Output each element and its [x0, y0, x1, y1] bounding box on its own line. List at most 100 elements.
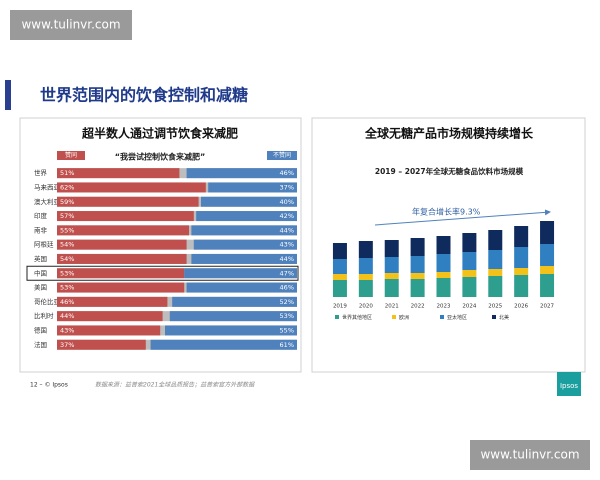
- category-label: 印度: [34, 211, 48, 220]
- bar-segment: [462, 252, 477, 270]
- category-label: 马来西亚: [34, 183, 61, 191]
- bar-disagree: [186, 168, 297, 179]
- bar-disagree: [184, 268, 297, 279]
- x-tick-label: 2019: [333, 304, 347, 310]
- bar-segment: [384, 273, 399, 279]
- category-label: 阿根廷: [34, 240, 54, 249]
- value-label: 53%: [60, 284, 74, 292]
- bar-disagree: [150, 339, 297, 350]
- bar-segment: [462, 277, 477, 297]
- growth-arrow: [374, 209, 551, 226]
- value-label: 53%: [280, 312, 294, 320]
- chart-subtitle: 2019 – 2027年全球无糖食品饮料市场规模: [375, 166, 524, 176]
- value-label: 51%: [60, 169, 74, 177]
- bar-segment: [514, 247, 529, 268]
- value-label: 62%: [60, 183, 74, 191]
- watermark: www.tulinvr.com: [21, 18, 120, 32]
- x-tick-label: 2024: [462, 304, 476, 310]
- bar-segment: [540, 244, 555, 266]
- watermark: www.tulinvr.com: [480, 448, 579, 462]
- category-label: 法国: [34, 340, 47, 349]
- bar-segment: [332, 274, 347, 280]
- bar-segment: [514, 268, 529, 275]
- value-label: 55%: [60, 226, 74, 234]
- value-label: 57%: [60, 212, 74, 220]
- bar-agree: [57, 268, 185, 279]
- bar-segment: [384, 240, 399, 257]
- chart-title: 超半数人通过调节饮食来减肥: [81, 126, 238, 141]
- bar-agree: [57, 339, 146, 350]
- x-tick-label: 2020: [359, 304, 373, 310]
- bar-segment: [410, 273, 425, 279]
- bar-segment: [358, 274, 373, 280]
- value-label: 46%: [280, 169, 294, 177]
- legend-label: 不赞同: [273, 151, 291, 159]
- bar-disagree: [201, 196, 297, 207]
- bar-segment: [462, 233, 477, 252]
- legend-label: 赞同: [65, 151, 77, 159]
- bar-agree: [57, 211, 194, 222]
- bar-agree: [57, 196, 199, 207]
- value-label: 43%: [280, 241, 294, 249]
- bar-segment: [540, 266, 555, 274]
- bar-segment: [332, 259, 347, 274]
- bar-segment: [410, 238, 425, 256]
- value-label: 47%: [280, 269, 294, 277]
- category-label: 世界: [34, 168, 48, 177]
- slide-title: 世界范围内的饮食控制和减糖: [40, 86, 248, 105]
- value-label: 53%: [60, 269, 74, 277]
- value-label: 54%: [60, 255, 74, 263]
- bar-segment: [514, 275, 529, 297]
- bar-segment: [436, 278, 451, 297]
- category-label: 美国: [34, 283, 47, 292]
- legend-swatch: [392, 315, 396, 319]
- x-tick-label: 2025: [488, 304, 502, 310]
- bar-disagree: [186, 282, 297, 293]
- bar-segment: [540, 274, 555, 297]
- bar-segment: [410, 256, 425, 273]
- legend-label: 欧洲: [399, 314, 409, 321]
- bar-segment: [488, 269, 503, 276]
- value-label: 44%: [280, 255, 294, 263]
- value-label: 46%: [60, 298, 74, 306]
- bar-segment: [358, 258, 373, 274]
- value-label: 40%: [280, 198, 294, 206]
- logo: Ipsos: [560, 382, 578, 390]
- source: 数据来源：益普索2021全球品质报告；益普索官方外部数据: [95, 381, 255, 389]
- x-tick-label: 2026: [514, 304, 528, 310]
- title-accent: [5, 80, 11, 110]
- bar-agree: [57, 325, 161, 336]
- category-label: 中国: [34, 268, 47, 277]
- value-label: 54%: [60, 241, 74, 249]
- bar-disagree: [172, 296, 297, 307]
- highlight-box: [26, 265, 299, 281]
- value-label: 42%: [280, 212, 294, 220]
- bar-disagree: [165, 325, 297, 336]
- x-tick-label: 2021: [385, 304, 399, 310]
- bar-segment: [384, 279, 399, 297]
- bar-segment: [488, 250, 503, 269]
- value-label: 43%: [60, 326, 74, 334]
- chart-subtitle: “我尝试控制饮食来减肥”: [115, 152, 206, 162]
- chart-title: 全球无糖产品市场规模持续增长: [364, 126, 534, 141]
- value-label: 37%: [280, 183, 294, 191]
- page-number: 12 – © Ipsos: [30, 382, 68, 389]
- bar-segment: [358, 241, 373, 258]
- bar-segment: [514, 226, 529, 247]
- bar-segment: [332, 243, 347, 259]
- legend-label: 亚太地区: [447, 314, 467, 321]
- x-tick-label: 2027: [540, 304, 554, 310]
- watermark-box: [470, 440, 590, 470]
- bar-disagree: [169, 311, 297, 322]
- bar-segment: [436, 236, 451, 254]
- bar-agree: [57, 253, 187, 264]
- bar-disagree: [191, 225, 297, 236]
- bar-agree: [57, 168, 180, 179]
- legend-swatch: [335, 315, 339, 319]
- category-label: 南非: [34, 225, 48, 234]
- bar-segment: [384, 257, 399, 273]
- bar-agree: [57, 296, 168, 307]
- bar-segment: [358, 280, 373, 297]
- bar-agree: [57, 225, 189, 236]
